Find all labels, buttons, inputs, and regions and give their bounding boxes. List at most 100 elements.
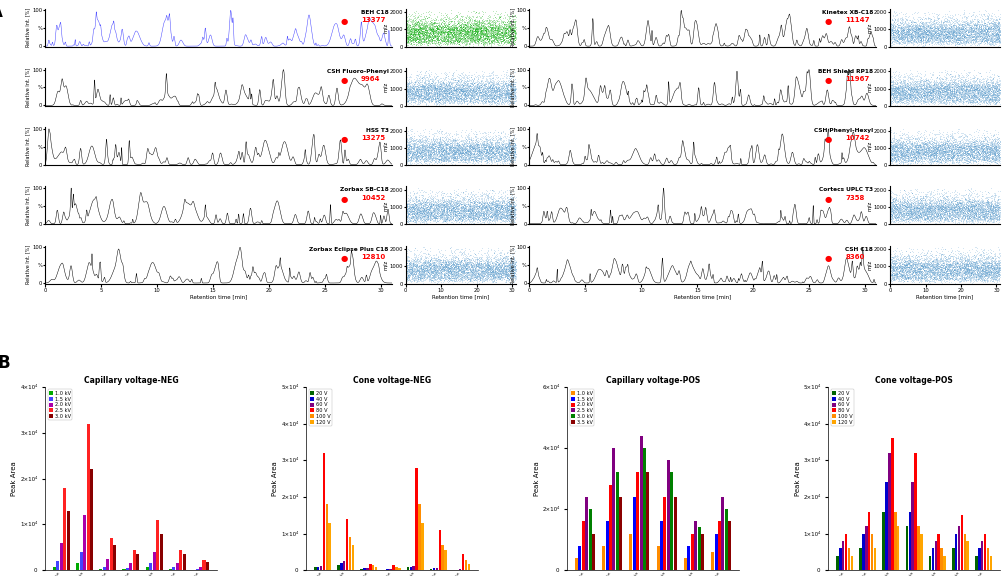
Point: [413, 29, 429, 38]
Point: [496, 151, 512, 160]
Point: [950, 94, 966, 103]
Point: [437, 271, 453, 280]
Point: [438, 143, 454, 152]
Point: [960, 201, 976, 210]
Point: [501, 145, 517, 154]
Point: [441, 25, 457, 34]
Point: [976, 203, 992, 212]
Point: [925, 86, 941, 95]
Point: [987, 83, 1002, 92]
Point: [483, 209, 499, 218]
Point: [437, 200, 453, 210]
Point: [946, 86, 962, 96]
Point: [912, 81, 928, 90]
Point: [436, 94, 452, 103]
Point: [929, 210, 945, 219]
Point: [963, 202, 979, 211]
Point: [451, 33, 467, 42]
Point: [424, 34, 440, 43]
Point: [962, 37, 978, 46]
Point: [936, 213, 952, 222]
Point: [470, 32, 486, 41]
Point: [924, 267, 940, 276]
Point: [956, 209, 972, 218]
Point: [970, 199, 986, 209]
Point: [406, 92, 422, 101]
Point: [506, 75, 522, 85]
Point: [447, 90, 463, 99]
Point: [900, 209, 916, 218]
Point: [444, 89, 460, 98]
Point: [440, 78, 456, 87]
Point: [901, 34, 917, 43]
Point: [504, 135, 520, 144]
Point: [953, 260, 969, 270]
Point: [900, 22, 916, 32]
Point: [976, 207, 992, 217]
Point: [500, 146, 516, 156]
Point: [986, 213, 1002, 222]
Point: [484, 144, 500, 153]
Point: [434, 208, 450, 217]
Point: [503, 32, 519, 41]
Point: [971, 211, 987, 220]
Point: [981, 208, 997, 217]
Point: [456, 263, 472, 272]
Point: [988, 158, 1002, 168]
Point: [970, 94, 986, 104]
Point: [498, 269, 514, 278]
Point: [928, 153, 944, 162]
Point: [404, 207, 420, 217]
Point: [476, 142, 492, 151]
Point: [505, 32, 521, 41]
Point: [445, 208, 461, 217]
Point: [957, 24, 973, 33]
Point: [441, 89, 457, 98]
Point: [950, 145, 966, 154]
Point: [910, 269, 926, 278]
Point: [912, 29, 928, 39]
Point: [503, 215, 519, 225]
Point: [962, 137, 978, 146]
Point: [904, 96, 920, 105]
Point: [887, 199, 903, 208]
Point: [435, 262, 451, 271]
Point: [493, 192, 509, 201]
Point: [916, 82, 932, 92]
Point: [900, 200, 916, 209]
Point: [954, 212, 970, 221]
Point: [444, 266, 460, 275]
Point: [889, 153, 905, 162]
Point: [921, 29, 937, 39]
Point: [441, 26, 457, 35]
Point: [417, 144, 433, 153]
Point: [978, 214, 994, 223]
Point: [913, 271, 929, 280]
Point: [945, 96, 961, 105]
Point: [945, 204, 961, 213]
Point: [974, 142, 990, 151]
Point: [499, 266, 515, 275]
Point: [436, 35, 452, 44]
Point: [476, 17, 492, 26]
Point: [474, 270, 490, 279]
Point: [403, 26, 419, 36]
Point: [952, 254, 968, 263]
Point: [495, 266, 511, 275]
Point: [942, 260, 958, 270]
Point: [984, 260, 1000, 269]
Point: [465, 217, 481, 226]
Point: [449, 273, 465, 282]
Point: [950, 82, 966, 91]
Point: [931, 25, 947, 35]
Point: [915, 194, 931, 203]
Point: [457, 203, 473, 213]
Point: [437, 261, 453, 270]
Point: [403, 36, 419, 46]
Point: [923, 28, 939, 37]
Point: [418, 150, 434, 160]
Point: [472, 81, 488, 90]
Point: [991, 32, 1002, 41]
Point: [966, 21, 982, 30]
Point: [954, 153, 970, 162]
